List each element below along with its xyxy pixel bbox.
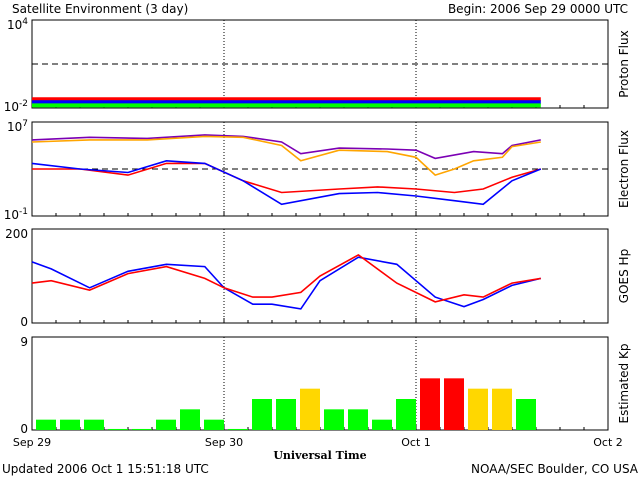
updated-timestamp: Updated 2006 Oct 1 15:51:18 UTC	[2, 462, 209, 476]
x-tick-sep30: Sep 30	[205, 436, 243, 449]
panel-4-y-tick-bottom: 0	[20, 422, 28, 436]
begin-time: Begin: 2006 Sep 29 0000 UTC	[448, 2, 628, 16]
x-axis-title: Universal Time	[273, 449, 366, 462]
panel-2-y-tick-top: 107	[7, 119, 28, 134]
kp-bar	[444, 378, 464, 430]
panels: 104 10-2 Proton Flux 107 10-1 Electron Flux 20…	[4, 17, 631, 436]
kp-bar	[516, 399, 536, 430]
kp-bar	[252, 399, 272, 430]
panel-2-series-purple	[31, 134, 541, 160]
panel-1-y-tick-bottom: 10-2	[4, 99, 28, 114]
panel-3-y-tick-bottom: 0	[20, 315, 28, 329]
panel-3-series-red	[31, 253, 541, 303]
panel-2-y-tick-bottom: 10-1	[4, 207, 28, 222]
kp-bar	[348, 409, 368, 430]
kp-bar	[468, 388, 488, 430]
x-tick-sep29: Sep 29	[13, 436, 51, 449]
kp-bar	[276, 399, 296, 430]
panel-4-y-tick-top: 9	[20, 335, 28, 349]
x-tick-oct2: Oct 2	[593, 436, 623, 449]
x-tick-oct1: Oct 1	[401, 436, 431, 449]
panel-1-frame	[31, 19, 609, 109]
kp-bar	[372, 419, 392, 430]
panel-2-frame	[31, 121, 609, 217]
kp-bar	[84, 419, 104, 430]
kp-bar	[204, 419, 224, 430]
panel-3-y-axis-label: GOES Hp	[617, 249, 631, 303]
kp-bar	[108, 428, 128, 430]
panel-2-y-axis-label: Electron Flux	[617, 130, 631, 208]
kp-bar	[228, 428, 248, 430]
panel-3-y-tick-top: 200	[5, 227, 28, 241]
kp-bar	[132, 428, 152, 430]
kp-bar	[300, 388, 320, 430]
panel-4-y-axis-label: Estimated Kp	[617, 344, 631, 424]
kp-bar	[420, 378, 440, 430]
kp-bar	[396, 399, 416, 430]
panel-1-y-axis-label: Proton Flux	[617, 30, 631, 97]
kp-bar	[36, 419, 56, 430]
credit-text: NOAA/SEC Boulder, CO USA	[471, 462, 639, 476]
kp-bar	[156, 419, 176, 430]
kp-bar	[492, 388, 512, 430]
panel-2-series-red	[32, 162, 542, 194]
kp-bar	[180, 409, 200, 430]
panel-2-series-blue	[31, 159, 542, 206]
panel-2-series-orange	[31, 135, 541, 177]
panel-1-y-tick-top: 104	[7, 17, 28, 32]
kp-bar	[60, 419, 80, 430]
kp-bar	[324, 409, 344, 430]
plot-title: Satellite Environment (3 day)	[12, 2, 188, 16]
panel-3-series-blue	[31, 256, 541, 310]
